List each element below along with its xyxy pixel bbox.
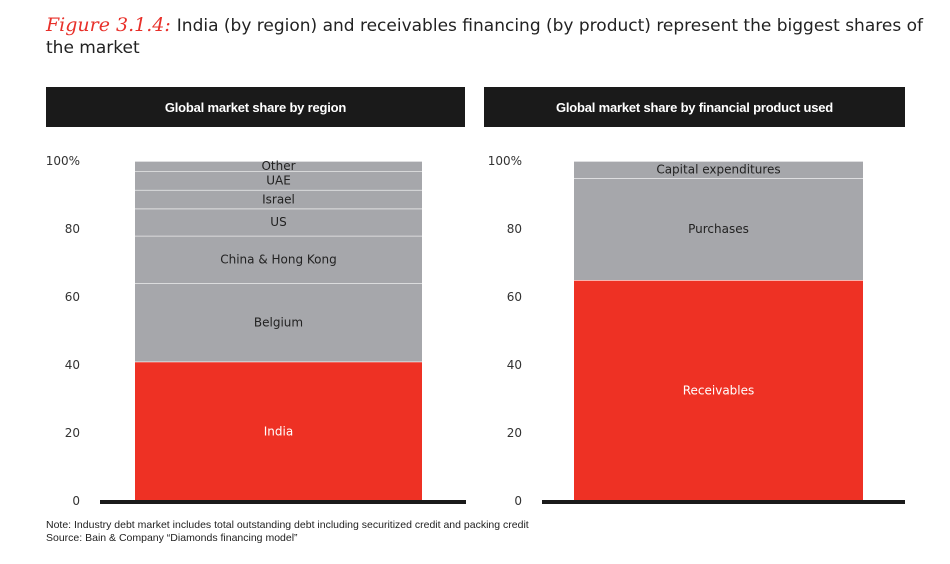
figure-title-text: India (by region) and receivables financ… [46, 16, 923, 58]
note-text: Note: Industry debt market includes tota… [46, 519, 529, 531]
segment-label: Israel [262, 192, 295, 206]
y-tick-label: 0 [72, 494, 80, 508]
bar-segment [135, 235, 422, 284]
y-tick-label: 100% [488, 154, 522, 168]
y-tick-label: 80 [65, 222, 80, 236]
bar-segment [135, 283, 422, 362]
figure-title: Figure 3.1.4: India (by region) and recei… [46, 14, 926, 59]
y-tick-label: 40 [507, 358, 522, 372]
y-tick-label: 20 [65, 426, 80, 440]
y-tick-label: 40 [65, 358, 80, 372]
segment-label: India [264, 424, 293, 438]
bar-segment [574, 161, 863, 178]
bar-segment [135, 208, 422, 236]
bar-segment [135, 361, 422, 501]
bar-segment [574, 280, 863, 501]
product-share-chart: 0 20 40 60 80 100% Receivables Purchases Capital… [488, 154, 905, 508]
segment-label: Receivables [683, 384, 755, 398]
y-tick-label: 0 [514, 494, 522, 508]
segment-label: US [270, 215, 286, 229]
region-share-chart: 0 20 40 60 80 100% India Belgium China & Hong Ko… [46, 154, 466, 508]
source-text: Source: Bain & Company “Diamonds financi… [46, 532, 298, 544]
bar-segment [135, 161, 422, 172]
segment-label: UAE [266, 174, 291, 188]
figure-label: Figure 3.1.4: [46, 14, 171, 36]
y-tick-label: 60 [507, 290, 522, 304]
segment-label: Belgium [254, 316, 303, 330]
segment-label: Capital expenditures [656, 163, 780, 177]
bar-segment [135, 189, 422, 209]
chart-header-product: Global market share by financial product… [484, 87, 905, 127]
segment-label: China & Hong Kong [220, 253, 337, 267]
y-tick-label: 100% [46, 154, 80, 168]
segment-label: Purchases [688, 222, 749, 236]
footnote: Note: Industry debt market includes tota… [46, 519, 529, 545]
y-tick-label: 60 [65, 290, 80, 304]
chart-header-region: Global market share by region [46, 87, 465, 127]
bar-segment [574, 178, 863, 280]
y-tick-label: 80 [507, 222, 522, 236]
y-tick-label: 20 [507, 426, 522, 440]
segment-label: Other [261, 159, 295, 173]
bar-segment [135, 171, 422, 190]
